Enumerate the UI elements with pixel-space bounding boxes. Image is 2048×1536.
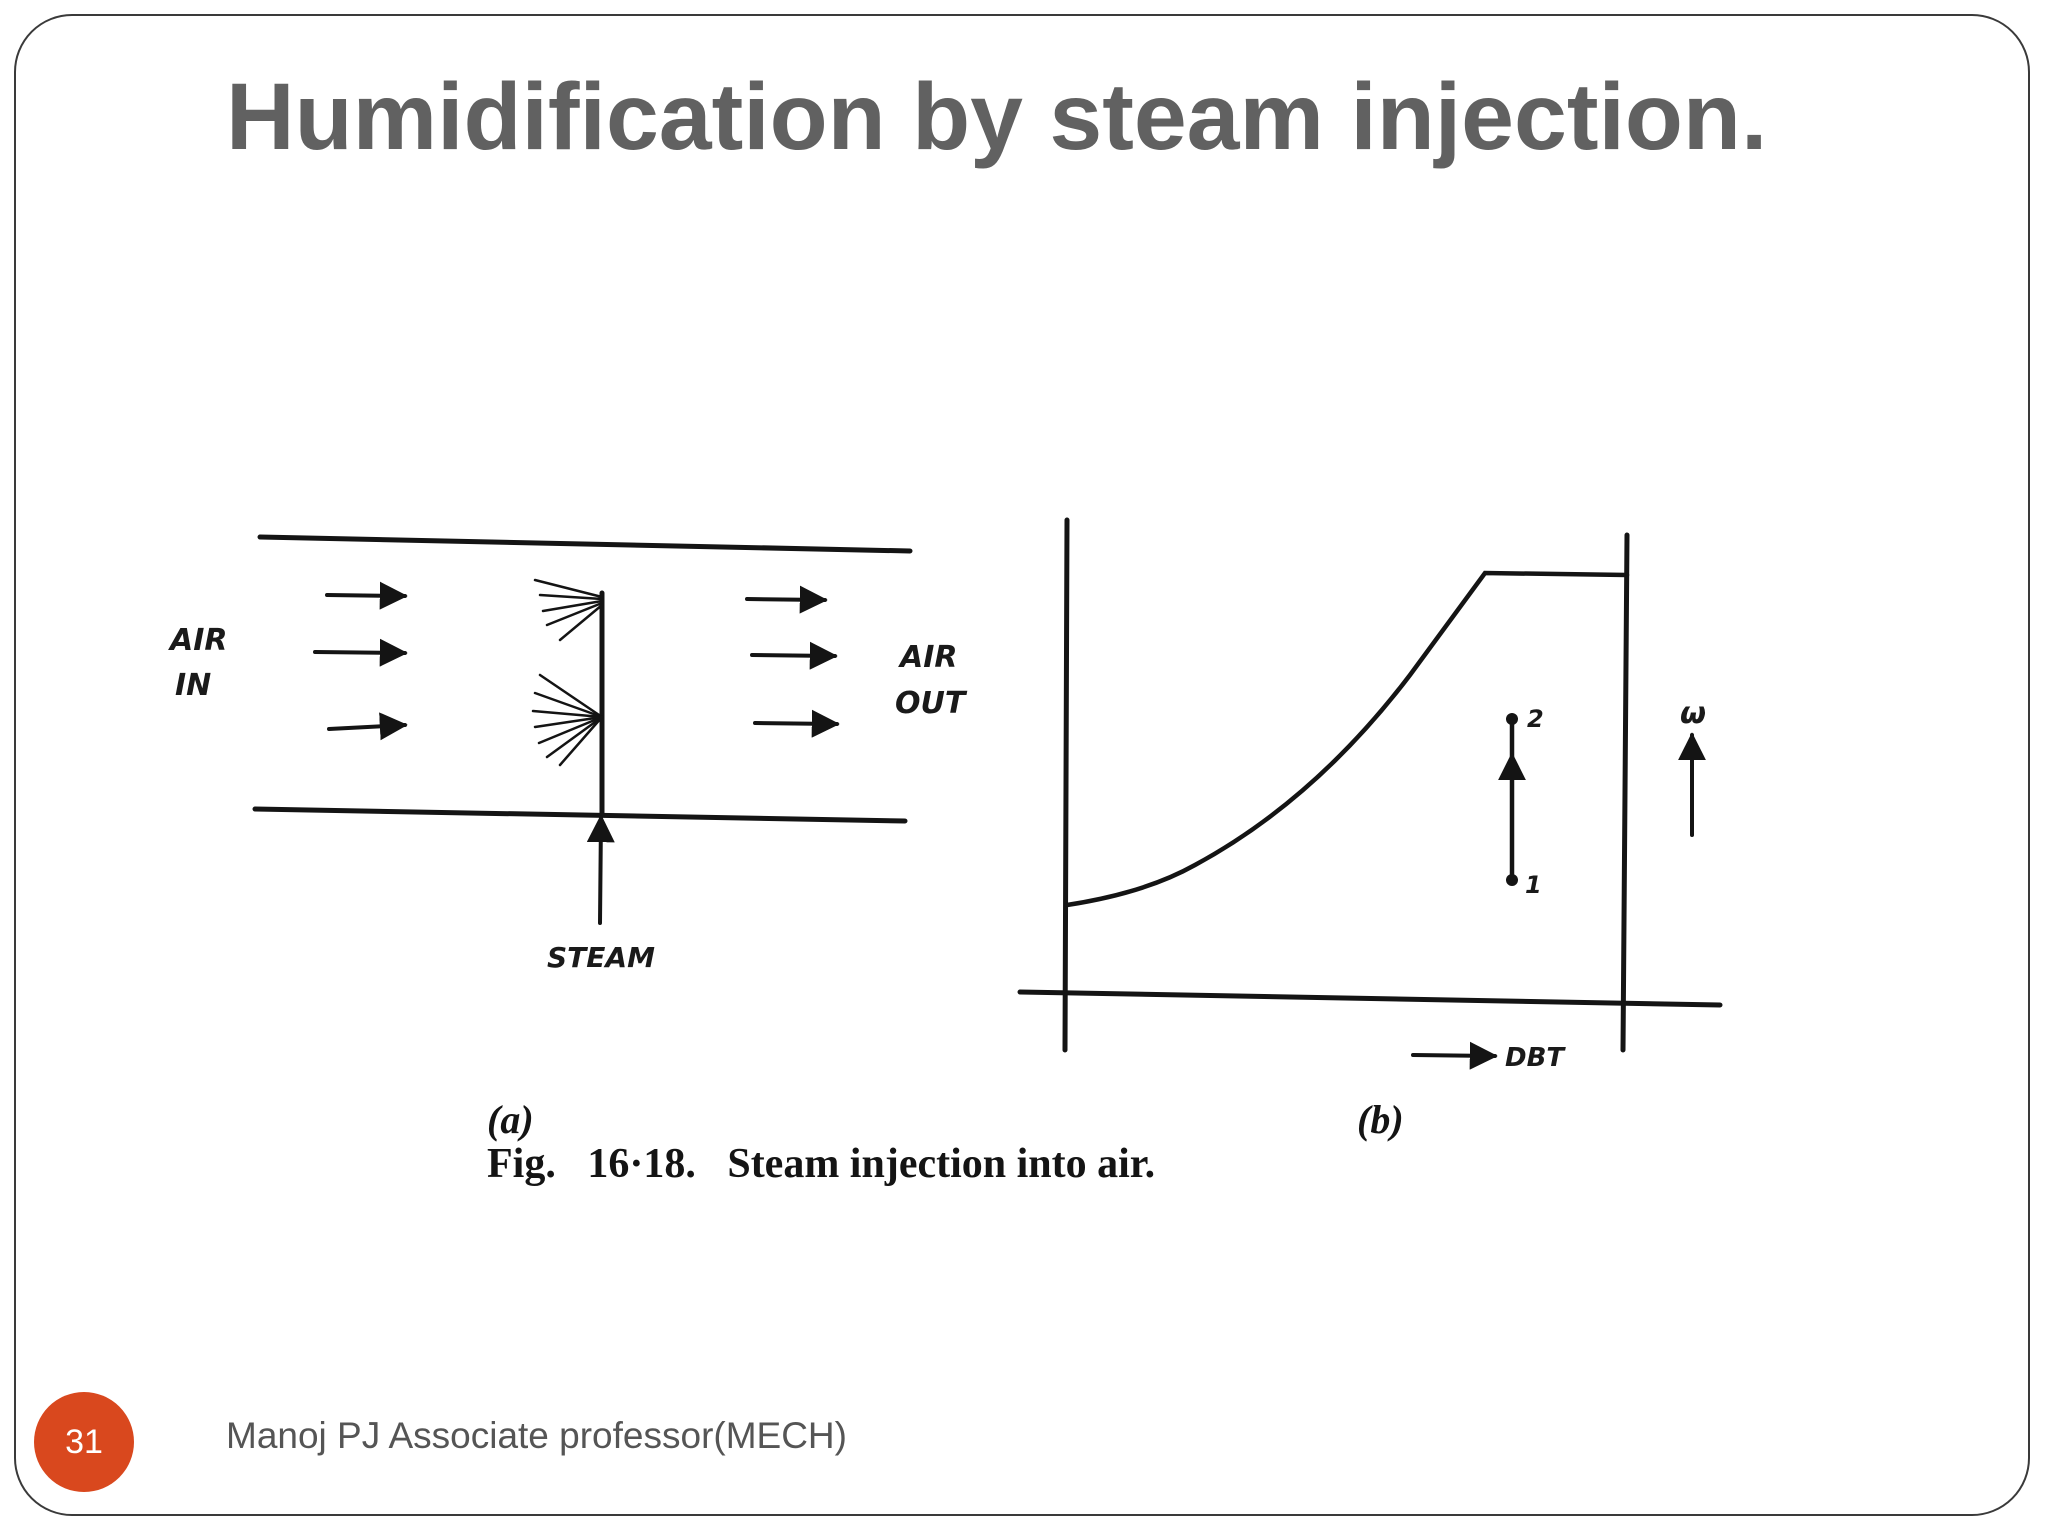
psychrometric-chart <box>1017 517 1723 1070</box>
chart-right-boundary <box>1620 532 1630 1053</box>
saturation-curve <box>1064 570 1630 908</box>
duct-top-wall <box>257 534 913 554</box>
outlet-arrow <box>745 585 828 614</box>
footer-author: Manoj PJ Associate professor(MECH) <box>226 1415 847 1456</box>
upper-spray-jets <box>533 578 604 642</box>
steam-label: STEAM <box>547 941 655 974</box>
part-b-label: (b) <box>1357 1097 1404 1142</box>
air-in-label-line2: IN <box>175 668 211 703</box>
steam-injection-figure: AIR IN AIR OUT STEAM 1 2 ω <box>115 465 1755 1210</box>
state-point-2 <box>1506 713 1518 725</box>
omega-axis-label: ω <box>1680 696 1706 731</box>
state-point-1-label: 1 <box>1525 871 1542 899</box>
dbt-axis-label: DBT <box>1505 1043 1566 1073</box>
page-number-badge: 31 <box>34 1392 134 1492</box>
outlet-flow-arrows <box>745 585 840 738</box>
outlet-arrow <box>750 641 838 670</box>
chart-left-axis <box>1062 517 1070 1053</box>
outlet-arrow <box>753 709 840 738</box>
lower-spray-jets <box>531 673 604 767</box>
steam-supply-line <box>586 814 615 925</box>
slide-title: Humidification by steam injection. <box>226 64 1768 170</box>
chart-base-axis <box>1017 989 1723 1008</box>
inlet-arrow <box>327 712 408 741</box>
state-point-2-label: 2 <box>1527 705 1544 733</box>
air-out-label-line2: OUT <box>895 686 968 721</box>
inlet-arrow <box>313 638 408 667</box>
inlet-arrow <box>325 581 408 610</box>
part-a-label: (a) <box>487 1097 534 1142</box>
duct-bottom-wall <box>252 806 908 824</box>
figure-drawing: AIR IN AIR OUT STEAM 1 2 ω <box>168 517 1723 1187</box>
air-in-label: AIR <box>168 623 227 658</box>
state-point-1 <box>1506 874 1518 886</box>
duct-diagram <box>252 534 913 925</box>
figure-caption: Fig. 16·18. Steam injection into air. <box>487 1141 1155 1187</box>
air-out-label: AIR <box>898 640 957 675</box>
dbt-direction-arrow <box>1411 1041 1498 1070</box>
inlet-flow-arrows <box>313 581 408 741</box>
